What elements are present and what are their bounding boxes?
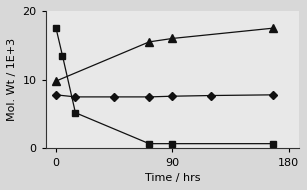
Y-axis label: Mol. Wt / 1E+3: Mol. Wt / 1E+3 [7, 38, 17, 121]
X-axis label: Time / hrs: Time / hrs [145, 173, 200, 183]
